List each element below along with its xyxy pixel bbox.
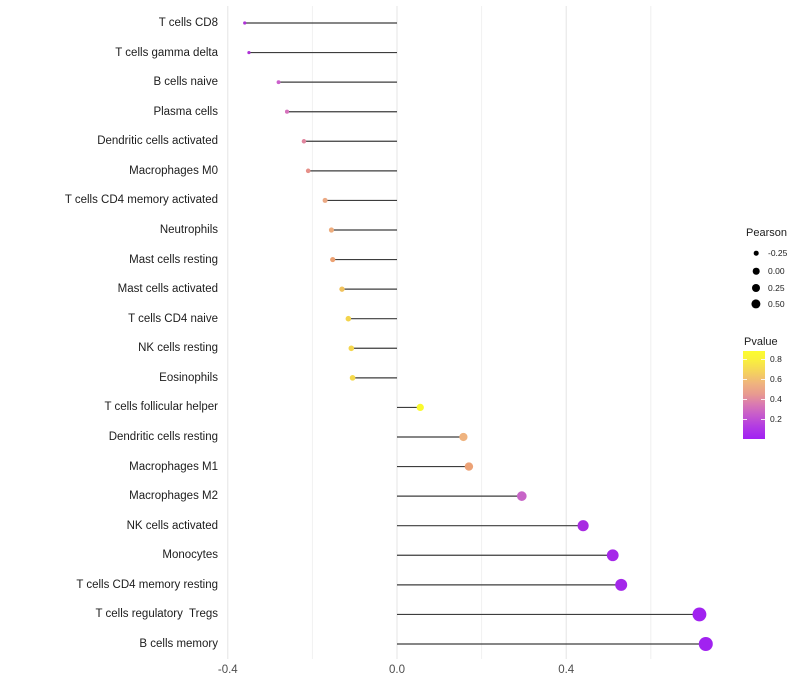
data-point <box>416 403 424 412</box>
y-axis-label: Mast cells resting <box>129 253 218 266</box>
data-point <box>516 491 527 501</box>
y-axis-label: NK cells activated <box>126 519 218 532</box>
y-axis-label: Macrophages M2 <box>129 490 218 503</box>
legend-size-key-dot <box>752 284 760 292</box>
legend-size-key-dot <box>751 299 761 309</box>
data-point <box>606 549 619 562</box>
y-axis-label: Monocytes <box>162 549 218 562</box>
data-point <box>243 21 247 25</box>
y-axis-label: Dendritic cells activated <box>97 135 218 148</box>
pvalue-gradient-tick <box>743 398 747 400</box>
pvalue-gradient-tick <box>743 378 747 380</box>
data-point <box>284 109 290 114</box>
y-axis-label: NK cells resting <box>138 342 218 355</box>
data-point <box>459 432 468 442</box>
pvalue-gradient-tick-label: 0.8 <box>770 353 782 364</box>
y-axis-label: Plasma cells <box>153 105 218 118</box>
legend-size-key-label: 0.00 <box>768 266 785 276</box>
pvalue-gradient-tick <box>761 398 765 400</box>
y-axis-label: B cells naive <box>153 76 218 89</box>
y-axis-label: B cells memory <box>139 637 218 650</box>
data-point <box>349 375 356 381</box>
y-axis-label: T cells CD8 <box>158 17 218 29</box>
pvalue-gradient-tick-label: 0.6 <box>770 373 782 384</box>
legend-size-key-dot <box>753 250 759 256</box>
y-axis-label: T cells regulatory Tregs <box>95 608 218 621</box>
y-axis-label: T cells CD4 memory resting <box>76 578 218 591</box>
data-point <box>692 607 707 622</box>
data-point <box>328 227 335 233</box>
x-axis-tick-label: 0.4 <box>558 664 575 676</box>
data-point <box>305 168 311 174</box>
y-axis-label: Eosinophils <box>159 371 218 384</box>
pvalue-gradient-tick-label: 0.4 <box>770 393 782 404</box>
data-point <box>615 578 628 591</box>
pvalue-gradient-tick <box>743 418 747 420</box>
data-point <box>577 520 589 532</box>
legend-size-key-label: 0.50 <box>768 299 785 309</box>
pvalue-gradient-bar <box>743 351 765 439</box>
y-axis-label: T cells follicular helper <box>104 401 218 414</box>
legend-pvalue-title: Pvalue <box>744 336 778 348</box>
data-point <box>339 286 345 292</box>
data-point <box>276 80 281 85</box>
y-axis-label: Neutrophils <box>159 223 218 236</box>
legend-pearson-title: Pearson <box>746 227 787 239</box>
y-axis-label: Macrophages M0 <box>129 164 218 177</box>
data-point <box>301 139 307 144</box>
x-axis-tick-label: 0.0 <box>389 664 405 676</box>
data-point <box>345 315 352 322</box>
x-axis-tick-label: -0.4 <box>217 664 238 676</box>
pvalue-gradient-tick <box>761 358 765 360</box>
legend-size-key-label: 0.25 <box>768 283 785 293</box>
legend-size-key-dot <box>752 267 760 275</box>
y-axis-label: Dendritic cells resting <box>108 430 218 443</box>
pvalue-gradient-tick <box>743 358 747 360</box>
data-point <box>464 462 474 471</box>
pvalue-gradient-tick-label: 0.2 <box>770 413 782 424</box>
data-point <box>348 345 355 352</box>
y-axis-label: Mast cells activated <box>117 283 218 296</box>
legend-size-key-label: -0.25 <box>768 248 788 258</box>
y-axis-label: T cells CD4 naive <box>128 312 218 325</box>
y-axis-label: T cells CD4 memory activated <box>64 194 218 207</box>
data-point <box>330 256 336 263</box>
y-axis-label: T cells gamma delta <box>115 46 218 59</box>
pvalue-gradient-tick <box>761 418 765 420</box>
data-point <box>698 636 713 651</box>
pvalue-gradient-tick <box>761 378 765 380</box>
y-axis-label: Macrophages M1 <box>129 460 218 473</box>
data-point <box>247 50 251 55</box>
data-point <box>322 197 328 203</box>
